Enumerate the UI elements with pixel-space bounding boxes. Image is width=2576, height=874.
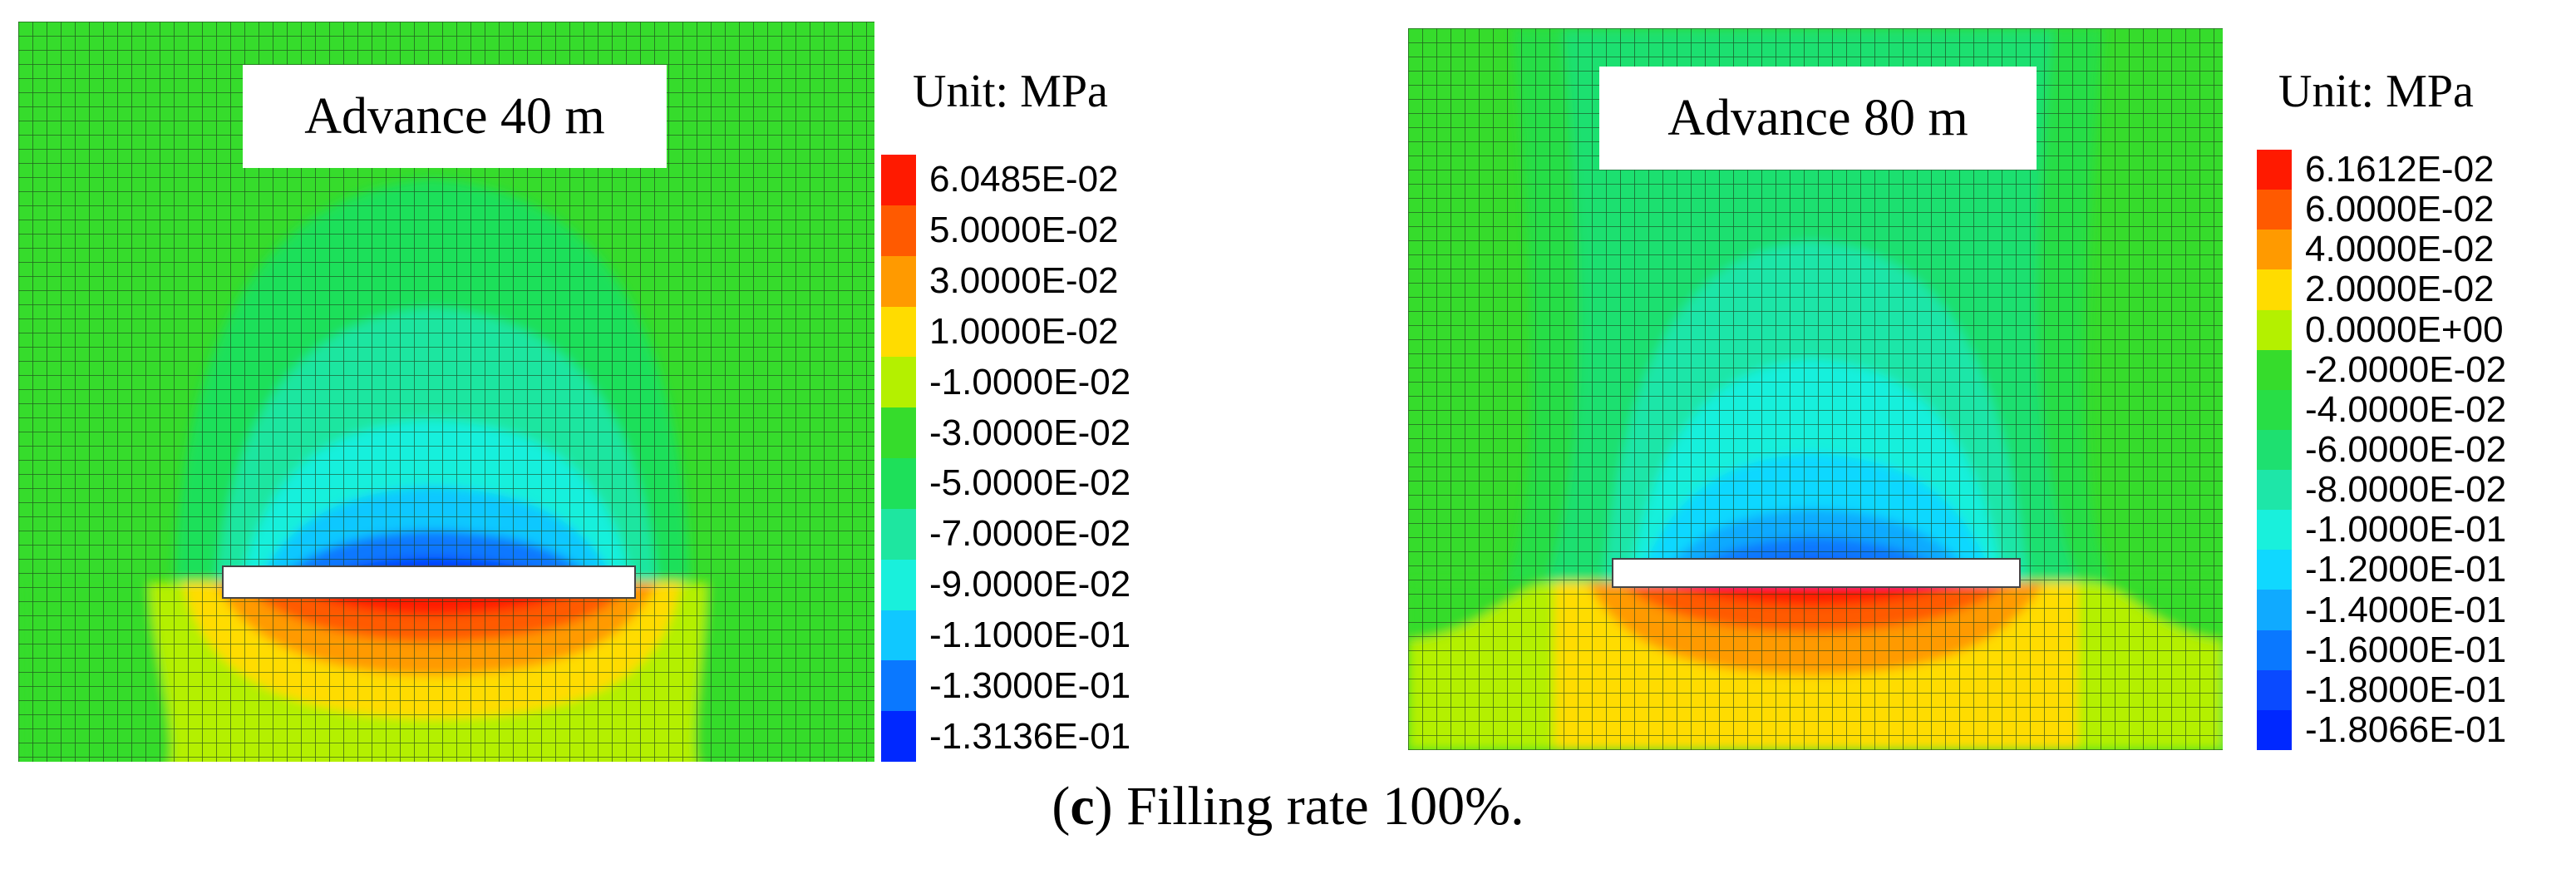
legend-swatch (881, 407, 916, 459)
legend-swatch (2257, 349, 2292, 391)
legend-swatch (881, 508, 916, 560)
legend-swatch (2257, 709, 2292, 751)
legend-swatch (2257, 630, 2292, 671)
legend-swatch (2257, 230, 2292, 270)
legend-swatch (2257, 150, 2292, 190)
legend-value: -8.0000E-02 (2305, 469, 2507, 511)
legend-swatch (881, 559, 916, 610)
legend-value: -1.8066E-01 (2305, 709, 2507, 750)
legend-value: -5.0000E-02 (929, 462, 1131, 504)
legend-swatch (2257, 389, 2292, 431)
legend-swatch (2257, 470, 2292, 511)
legend-value: 6.0485E-02 (929, 159, 1119, 200)
legend-value: 1.0000E-02 (929, 310, 1119, 352)
stress-contour-plot-80 (1408, 28, 2223, 750)
legend-swatch (2257, 550, 2292, 590)
legend-swatch (881, 458, 916, 510)
legend-swatch (2257, 190, 2292, 230)
legend-value: 5.0000E-02 (929, 210, 1119, 251)
legend-value: -7.0000E-02 (929, 513, 1131, 555)
color-legend: 6.0485E-02 5.0000E-02 3.0000E-02 1.0000E-02… (881, 155, 1247, 763)
advance-label: Advance 40 m (243, 65, 667, 168)
legend-swatch (2257, 269, 2292, 311)
legend-value: 6.0000E-02 (2305, 189, 2495, 230)
legend-swatch (881, 660, 916, 712)
stress-contour-plot-40 (18, 22, 874, 762)
legend-swatch (881, 357, 916, 408)
legend-swatch (881, 255, 916, 307)
legend-value: 3.0000E-02 (929, 260, 1119, 302)
caption-marker: c (1070, 776, 1095, 837)
excavation-opening (222, 565, 636, 599)
color-legend: 6.1612E-02 6.0000E-02 4.0000E-02 2.0000E-02… (2257, 149, 2573, 751)
excavation-opening (1612, 558, 2021, 588)
legend-swatch (2257, 429, 2292, 471)
legend-value: -1.0000E-01 (2305, 509, 2507, 551)
legend-swatch (2257, 590, 2292, 631)
figure-caption: (c) Filling rate 100%. (1052, 776, 1524, 837)
legend-swatch (2257, 510, 2292, 551)
unit-label: Unit: MPa (2278, 66, 2474, 117)
legend-value: -1.4000E-01 (2305, 589, 2507, 630)
legend-swatch (881, 205, 916, 257)
panel-advance-40: Advance 40 m Unit: MPa 6.0485E-02 5.0000E… (0, 0, 1247, 773)
legend-swatch (881, 155, 916, 206)
legend-value: -1.8000E-01 (2305, 669, 2507, 710)
legend-swatch (881, 306, 916, 358)
legend-value: -1.6000E-01 (2305, 629, 2507, 670)
legend-value: 4.0000E-02 (2305, 229, 2495, 270)
legend-value: -3.0000E-02 (929, 412, 1131, 453)
panel-advance-80: Advance 80 m Unit: MPa 6.1612E-02 6.0000E… (1388, 0, 2576, 773)
legend-value: 2.0000E-02 (2305, 269, 2495, 310)
legend-value: 6.1612E-02 (2305, 149, 2495, 190)
legend-swatch (881, 610, 916, 661)
legend-value: -1.0000E-02 (929, 361, 1131, 402)
legend-swatch (2257, 669, 2292, 711)
caption-text: Filling rate 100%. (1126, 776, 1524, 837)
legend-value: -1.2000E-01 (2305, 549, 2507, 590)
unit-label: Unit: MPa (913, 66, 1108, 117)
legend-swatch (2257, 309, 2292, 351)
legend-value: -2.0000E-02 (2305, 348, 2507, 390)
legend-value: -1.3136E-01 (929, 715, 1131, 757)
legend-value: -9.0000E-02 (929, 564, 1131, 605)
legend-value: -1.3000E-01 (929, 664, 1131, 706)
legend-value: -1.1000E-01 (929, 614, 1131, 655)
legend-value: -4.0000E-02 (2305, 388, 2507, 430)
advance-label: Advance 80 m (1599, 67, 2037, 170)
legend-swatch (881, 711, 916, 763)
legend-value: 0.0000E+00 (2305, 309, 2504, 350)
legend-value: -6.0000E-02 (2305, 429, 2507, 470)
